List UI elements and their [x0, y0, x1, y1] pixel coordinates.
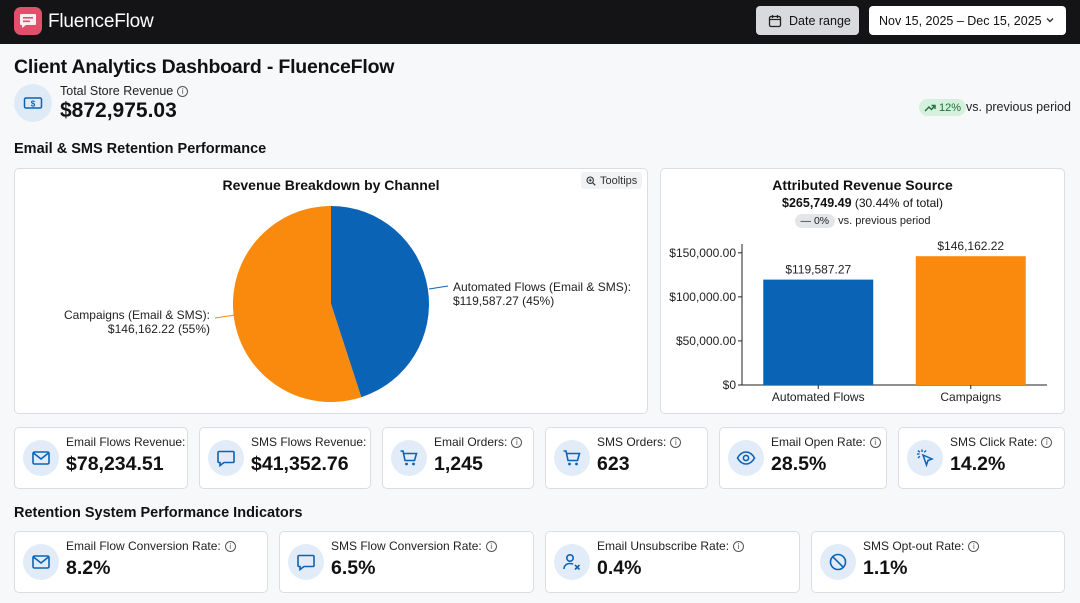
date-range-value: Nov 15, 2025 – Dec 15, 2025 — [879, 13, 1042, 28]
revenue-pie-chart — [232, 206, 429, 402]
pie-chart-title: Revenue Breakdown by Channel — [222, 177, 440, 193]
chat-icon — [288, 544, 324, 580]
metric-value: 6.5% — [331, 557, 376, 579]
tooltips-button[interactable]: Tooltips — [581, 172, 643, 189]
metric-label: Email Unsubscribe Rate: i — [597, 539, 745, 553]
date-range-button[interactable]: Date range — [756, 6, 859, 35]
metric-label: SMS Click Rate: i — [950, 435, 1053, 449]
y-tick-label: $150,000.00 — [669, 246, 736, 260]
trend-comparison-text: vs. previous period — [966, 100, 1071, 114]
zoom-icon — [586, 175, 596, 186]
metric-value: $41,352.76 — [251, 453, 349, 475]
info-icon[interactable]: i — [177, 86, 189, 97]
bar-value-label: $119,587.27 — [785, 263, 851, 277]
y-tick-label: $50,000.00 — [676, 334, 736, 348]
metric-value: 0.4% — [597, 557, 642, 579]
bar-campaigns[interactable] — [915, 256, 1026, 385]
info-icon[interactable]: i — [511, 437, 523, 448]
change-badge: — 0% — [794, 214, 836, 228]
bar-automated-flows[interactable] — [763, 279, 874, 385]
metric-label: Email Orders: i — [434, 435, 523, 449]
logo-icon — [14, 7, 42, 35]
page-title: Client Analytics Dashboard - FluenceFlow — [14, 56, 395, 78]
eye-icon — [728, 440, 764, 476]
attributed-revenue-change: — 0% vs. previous period — [660, 214, 1065, 228]
info-icon[interactable]: i — [485, 541, 497, 552]
cart-icon — [554, 440, 590, 476]
calendar-icon — [768, 14, 782, 27]
metric-value: 623 — [597, 453, 630, 475]
attributed-revenue-bar-chart: $0 $50,000.00 $100,000.00 $150,000.00 $119,5… — [669, 239, 1047, 404]
metric-card-email-open-rate — [719, 427, 887, 489]
metric-value: 1,245 — [434, 453, 483, 475]
info-icon[interactable]: i — [968, 541, 980, 552]
total-revenue-value: $872,975.03 — [60, 99, 177, 122]
metric-value: 28.5% — [771, 453, 827, 475]
pie-label-campaigns: Campaigns (Email & SMS): $146,162.22 (55… — [63, 308, 210, 336]
block-icon — [820, 544, 856, 580]
x-tick-label: Campaigns — [940, 390, 1001, 404]
svg-text:$: $ — [31, 99, 36, 108]
metric-label: Email Open Rate: i — [771, 435, 881, 449]
click-icon — [907, 440, 943, 476]
total-revenue-label: Total Store Revenue i — [60, 84, 189, 98]
pie-label-automated-flows: Automated Flows (Email & SMS): $119,587.… — [453, 280, 632, 308]
metric-card-sms-flows-revenue — [199, 427, 371, 489]
chat-icon — [208, 440, 244, 476]
x-tick-label: Automated Flows — [772, 390, 865, 404]
metric-label: SMS Flow Conversion Rate: i — [331, 539, 497, 553]
bar-chart-title: Attributed Revenue Source — [772, 177, 953, 193]
metric-label: Email Flow Conversion Rate: i — [66, 539, 236, 553]
metric-label: SMS Flows Revenue: — [251, 435, 367, 449]
section-title-system-indicators: Retention System Performance Indicators — [14, 505, 303, 521]
metric-value: 8.2% — [66, 557, 111, 579]
cart-icon — [391, 440, 427, 476]
info-icon[interactable]: i — [670, 437, 682, 448]
metric-value: 14.2% — [950, 453, 1006, 475]
y-tick-label: $100,000.00 — [669, 290, 736, 304]
info-icon[interactable]: i — [1041, 437, 1053, 448]
chevron-down-icon — [1046, 18, 1054, 23]
metric-card-sms-opt-out-rate — [811, 531, 1065, 593]
brand-name: FluenceFlow — [48, 11, 154, 32]
trend-up-icon — [924, 104, 936, 111]
section-title-retention-performance: Email & SMS Retention Performance — [14, 141, 267, 157]
pie-slice-campaigns-email-sms[interactable] — [232, 206, 362, 402]
bar-value-label: $146,162.22 — [937, 239, 1004, 253]
date-range-button-label: Date range — [789, 13, 851, 28]
y-tick-label: $0 — [723, 378, 737, 392]
metric-label: Email Flows Revenue: — [66, 435, 186, 449]
trend-badge: 12% — [919, 99, 967, 116]
date-range-select[interactable]: Nov 15, 2025 – Dec 15, 2025 — [869, 6, 1066, 35]
info-icon[interactable]: i — [733, 541, 745, 552]
attributed-revenue-value: $265,749.49 (30.44% of total) — [782, 196, 943, 210]
mail-icon — [23, 440, 59, 476]
metric-value: $78,234.51 — [66, 453, 164, 475]
pie-slice-automated-flows-email-sms[interactable] — [331, 206, 429, 398]
metric-label: SMS Orders: i — [597, 435, 682, 449]
user-remove-icon — [554, 544, 590, 580]
cash-icon: $ — [14, 84, 52, 122]
top-bar: FluenceFlow Date range Nov 15, 2025 – De… — [0, 0, 1080, 44]
info-icon[interactable]: i — [869, 437, 881, 448]
metric-label: SMS Opt-out Rate: i — [863, 539, 980, 553]
metric-value: 1.1% — [863, 557, 908, 579]
mail-icon — [23, 544, 59, 580]
info-icon[interactable]: i — [224, 541, 236, 552]
